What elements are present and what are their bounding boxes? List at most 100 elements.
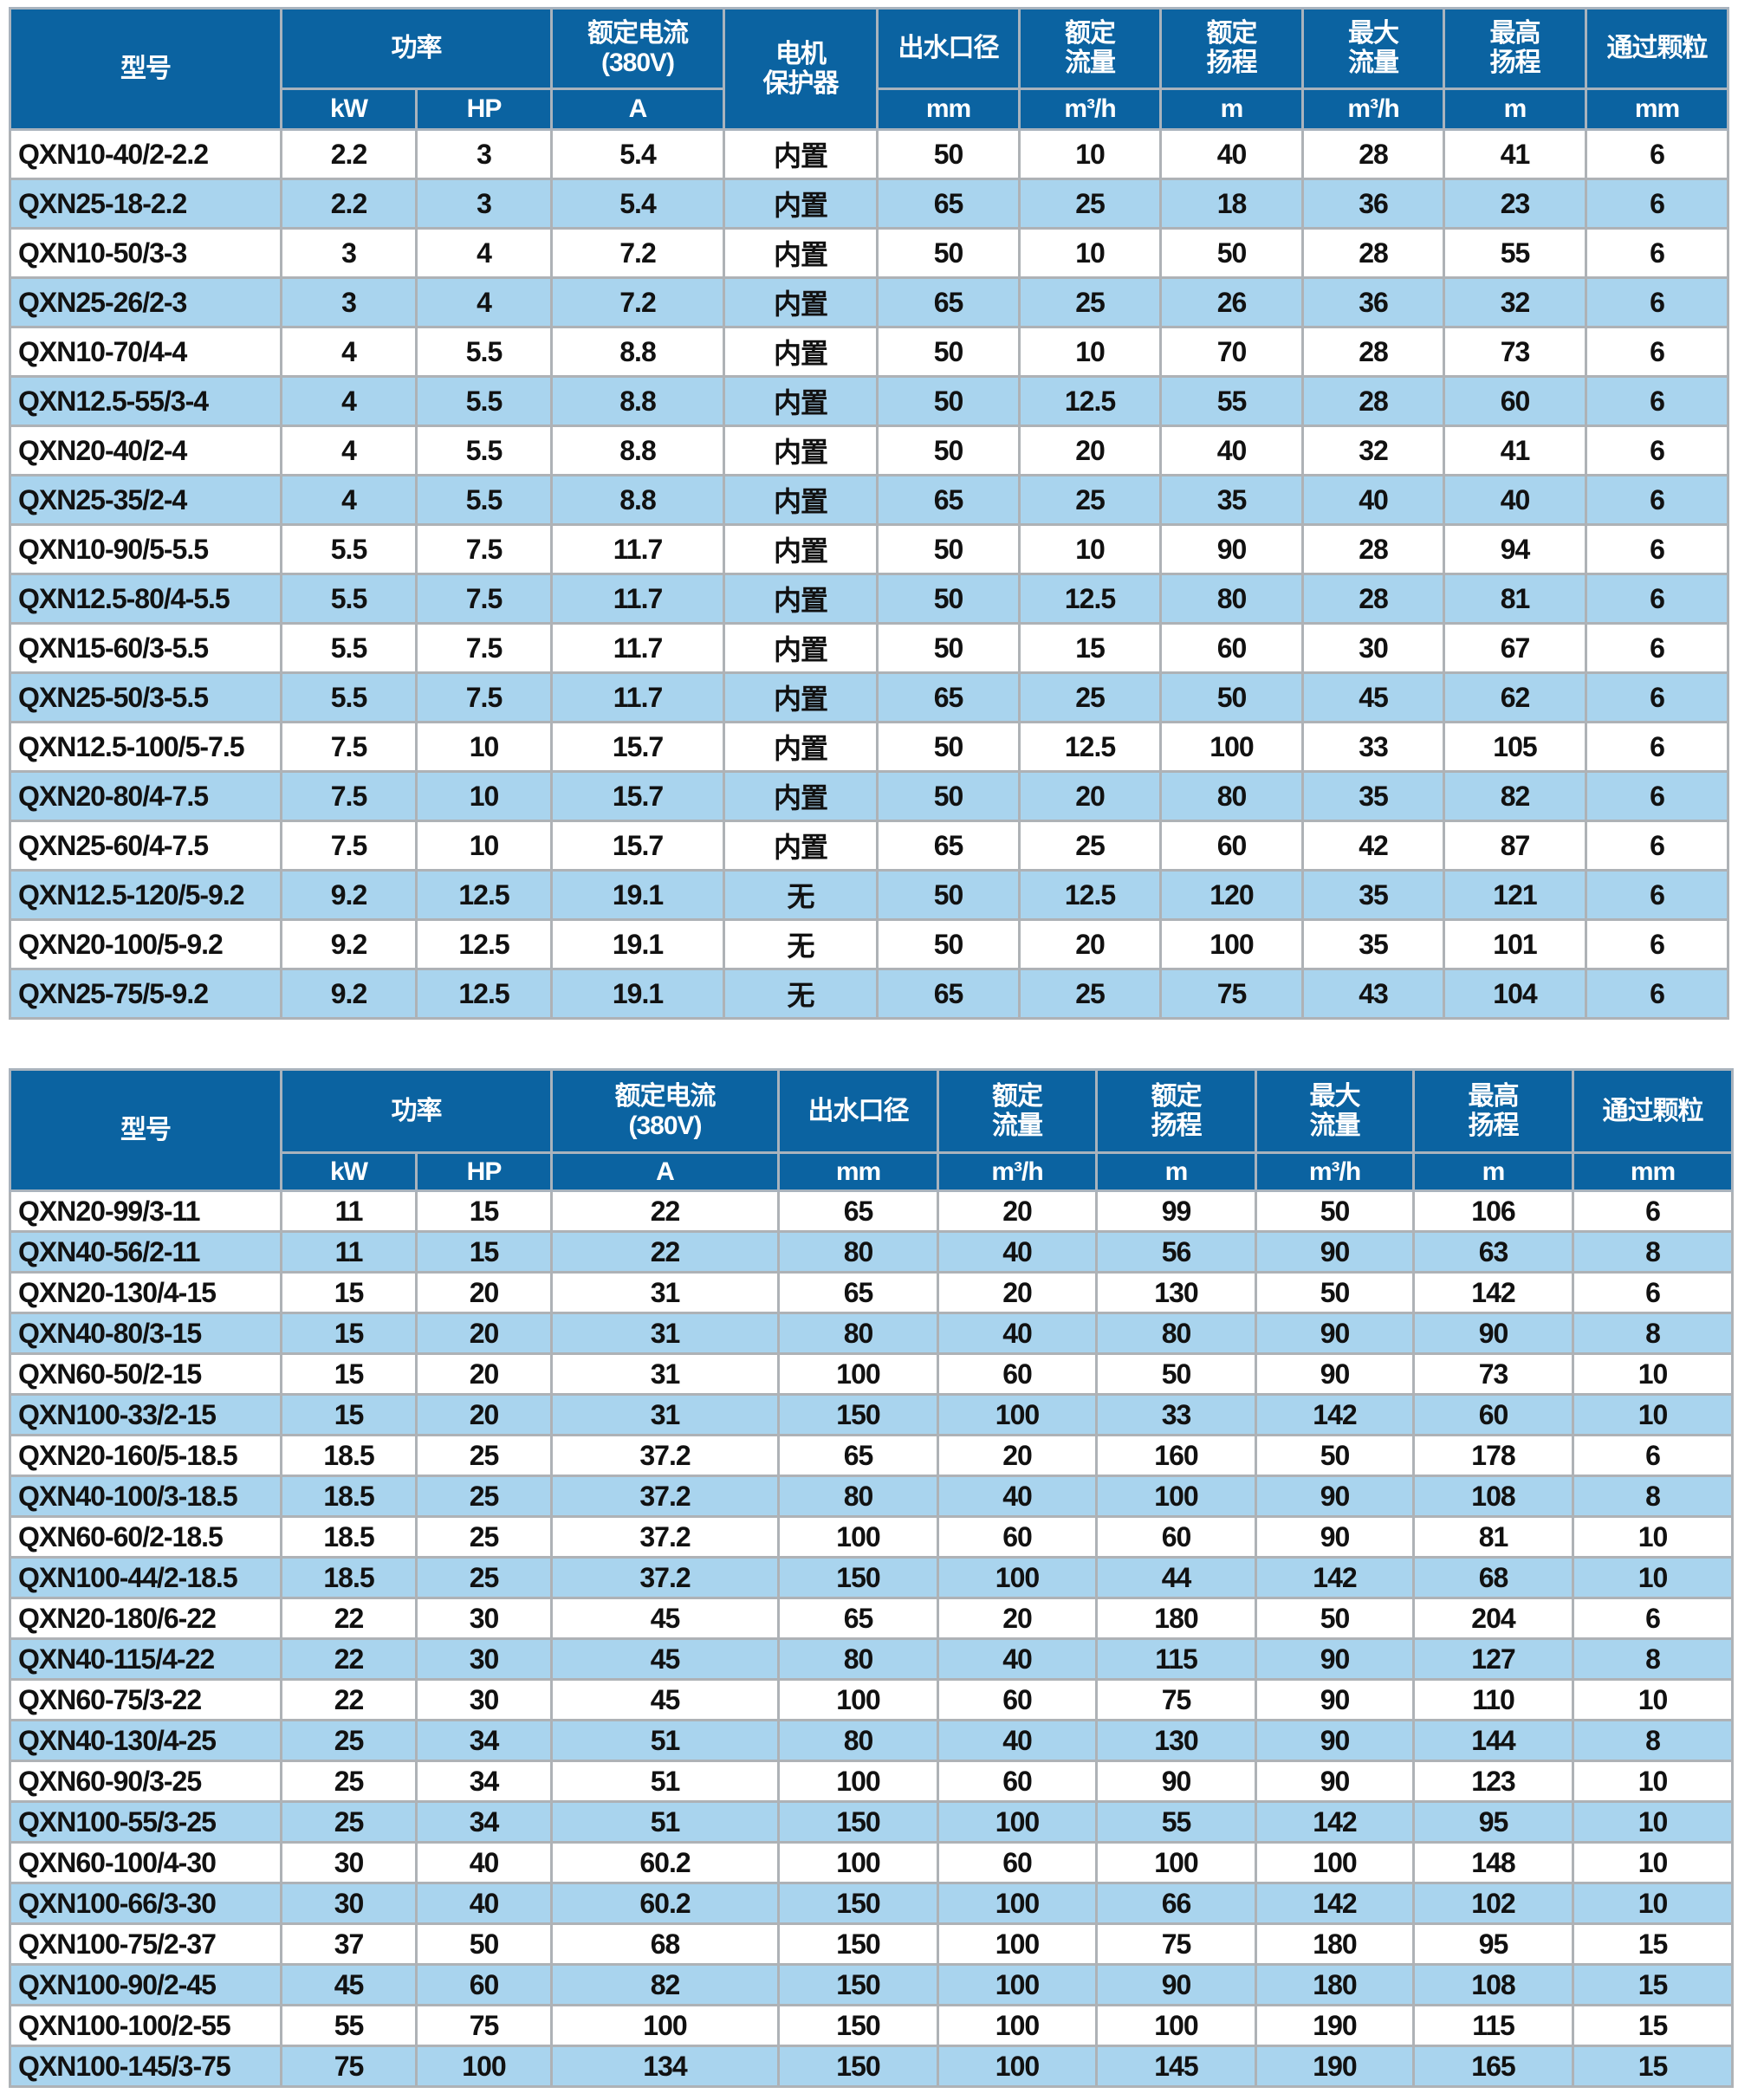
table-cell: 6 — [1585, 573, 1729, 625]
table-row: QXN100-90/2-45 45 60 82 150 100 90 180 108 15 — [9, 1963, 1734, 2006]
header-max-head: 最高 扬程 — [1443, 7, 1587, 90]
unit-max-head: m — [1412, 1151, 1574, 1192]
table-cell: 3 — [415, 128, 553, 180]
table-cell: 28 — [1301, 128, 1445, 180]
table-cell: 12.5 — [1018, 573, 1162, 625]
table-cell: 3 — [280, 227, 418, 279]
table-cell: 73 — [1443, 326, 1587, 378]
table-cell: 102 — [1412, 1882, 1574, 1925]
table-cell: 6 — [1585, 622, 1729, 674]
table-cell: 90 — [1255, 1719, 1415, 1762]
table-cell: 内置 — [723, 573, 879, 625]
cell-model: QXN40-130/4-25 — [9, 1719, 282, 1762]
table-cell: 142 — [1412, 1271, 1574, 1314]
table-cell: 22 — [280, 1637, 418, 1681]
table-cell: 20 — [937, 1189, 1098, 1233]
table-cell: 80 — [1159, 770, 1304, 822]
table-cell: 6 — [1585, 425, 1729, 476]
unit-hp: HP — [415, 1151, 553, 1192]
table-cell: 20 — [415, 1271, 553, 1314]
pump-spec-table-1: 型号 功率 额定电流 (380V) 电机 保护器 出水口径 额定 流量 额定 扬… — [9, 7, 1729, 1020]
table-cell: 165 — [1412, 2045, 1574, 2088]
table-row: QXN60-50/2-15 15 20 31 100 60 50 90 73 10 — [9, 1352, 1734, 1396]
unit-max-head: m — [1443, 88, 1587, 131]
table-row: QXN25-26/2-3 3 4 7.2 内置 65 25 26 36 32 6 — [9, 276, 1729, 328]
header-model: 型号 — [9, 1068, 282, 1192]
table-cell: 28 — [1301, 375, 1445, 427]
table-cell: 内置 — [723, 178, 879, 230]
table-row: QXN100-75/2-37 37 50 68 150 100 75 180 95 15 — [9, 1922, 1734, 1966]
table-cell: 10 — [415, 721, 553, 773]
table-cell: 15 — [280, 1312, 418, 1355]
header-current: 额定电流 (380V) — [550, 1068, 780, 1154]
header-rated-flow: 额定 流量 — [1018, 7, 1162, 90]
table-cell: 145 — [1095, 2045, 1257, 2088]
table-cell: 144 — [1412, 1719, 1574, 1762]
table-cell: 内置 — [723, 523, 879, 575]
table-cell: 35 — [1159, 474, 1304, 526]
table-cell: 51 — [550, 1760, 780, 1803]
table-row: QXN25-35/2-4 4 5.5 8.8 内置 65 25 35 40 40 6 — [9, 474, 1729, 526]
table-cell: 8.8 — [550, 474, 725, 526]
table-cell: 90 — [1255, 1352, 1415, 1396]
table-row: QXN10-70/4-4 4 5.5 8.8 内置 50 10 70 28 73 6 — [9, 326, 1729, 378]
cell-model: QXN40-80/3-15 — [9, 1312, 282, 1355]
table-cell: 10 — [1572, 1841, 1734, 1884]
table-cell: 80 — [777, 1719, 939, 1762]
table-cell: 30 — [415, 1597, 553, 1640]
table-cell: 7.2 — [550, 227, 725, 279]
table-cell: 81 — [1412, 1515, 1574, 1559]
table-cell: 5.5 — [415, 425, 553, 476]
table-cell: 60 — [1443, 375, 1587, 427]
table-1-body: QXN10-40/2-2.2 2.2 3 5.4 内置 50 10 40 28 41 6 QXN25-… — [9, 128, 1729, 1020]
table-cell: 60 — [937, 1515, 1098, 1559]
table-cell: 2.2 — [280, 128, 418, 180]
table-cell: 45 — [550, 1597, 780, 1640]
table-cell: 6 — [1585, 276, 1729, 328]
table-cell: 10 — [1572, 1352, 1734, 1396]
table-cell: 6 — [1585, 918, 1729, 970]
table-cell: 134 — [550, 2045, 780, 2088]
table-cell: 99 — [1095, 1189, 1257, 1233]
table-cell: 115 — [1095, 1637, 1257, 1681]
table-cell: 12.5 — [1018, 375, 1162, 427]
table-cell: 5.5 — [415, 375, 553, 427]
table-row: QXN60-75/3-22 22 30 45 100 60 75 90 110 10 — [9, 1678, 1734, 1721]
table-cell: 28 — [1301, 573, 1445, 625]
table-cell: 90 — [1255, 1678, 1415, 1721]
cell-model: QXN10-50/3-3 — [9, 227, 282, 279]
table-cell: 50 — [1255, 1189, 1415, 1233]
table-cell: 5.5 — [280, 573, 418, 625]
table-cell: 65 — [876, 178, 1021, 230]
table-cell: 95 — [1412, 1922, 1574, 1966]
table-cell: 18.5 — [280, 1475, 418, 1518]
unit-hp: HP — [415, 88, 553, 131]
table-row: QXN12.5-100/5-7.5 7.5 10 15.7 内置 50 12.5 100 33 1… — [9, 721, 1729, 773]
table-cell: 45 — [550, 1637, 780, 1681]
table-cell: 95 — [1412, 1800, 1574, 1844]
table-cell: 41 — [1443, 425, 1587, 476]
table-cell: 7.5 — [415, 573, 553, 625]
cell-model: QXN25-50/3-5.5 — [9, 671, 282, 723]
header-rated-flow: 额定 流量 — [937, 1068, 1098, 1154]
table-cell: 36 — [1301, 276, 1445, 328]
table-cell: 23 — [1443, 178, 1587, 230]
table-cell: 100 — [937, 1556, 1098, 1599]
table-cell: 50 — [876, 721, 1021, 773]
table-cell: 35 — [1301, 869, 1445, 921]
table-cell: 45 — [550, 1678, 780, 1721]
table-cell: 40 — [937, 1230, 1098, 1274]
table-cell: 20 — [415, 1352, 553, 1396]
table-cell: 12.5 — [1018, 869, 1162, 921]
table-row: QXN100-44/2-18.5 18.5 25 37.2 150 100 44 142 68 1… — [9, 1556, 1734, 1599]
table-cell: 19.1 — [550, 869, 725, 921]
table-cell: 12.5 — [415, 869, 553, 921]
cell-model: QXN25-18-2.2 — [9, 178, 282, 230]
unit-rated-head: m — [1095, 1151, 1257, 1192]
table-cell: 25 — [1018, 968, 1162, 1020]
table-cell: 60 — [937, 1841, 1098, 1884]
table-cell: 12.5 — [415, 968, 553, 1020]
table-cell: 6 — [1585, 128, 1729, 180]
table-cell: 82 — [1443, 770, 1587, 822]
table-cell: 无 — [723, 968, 879, 1020]
